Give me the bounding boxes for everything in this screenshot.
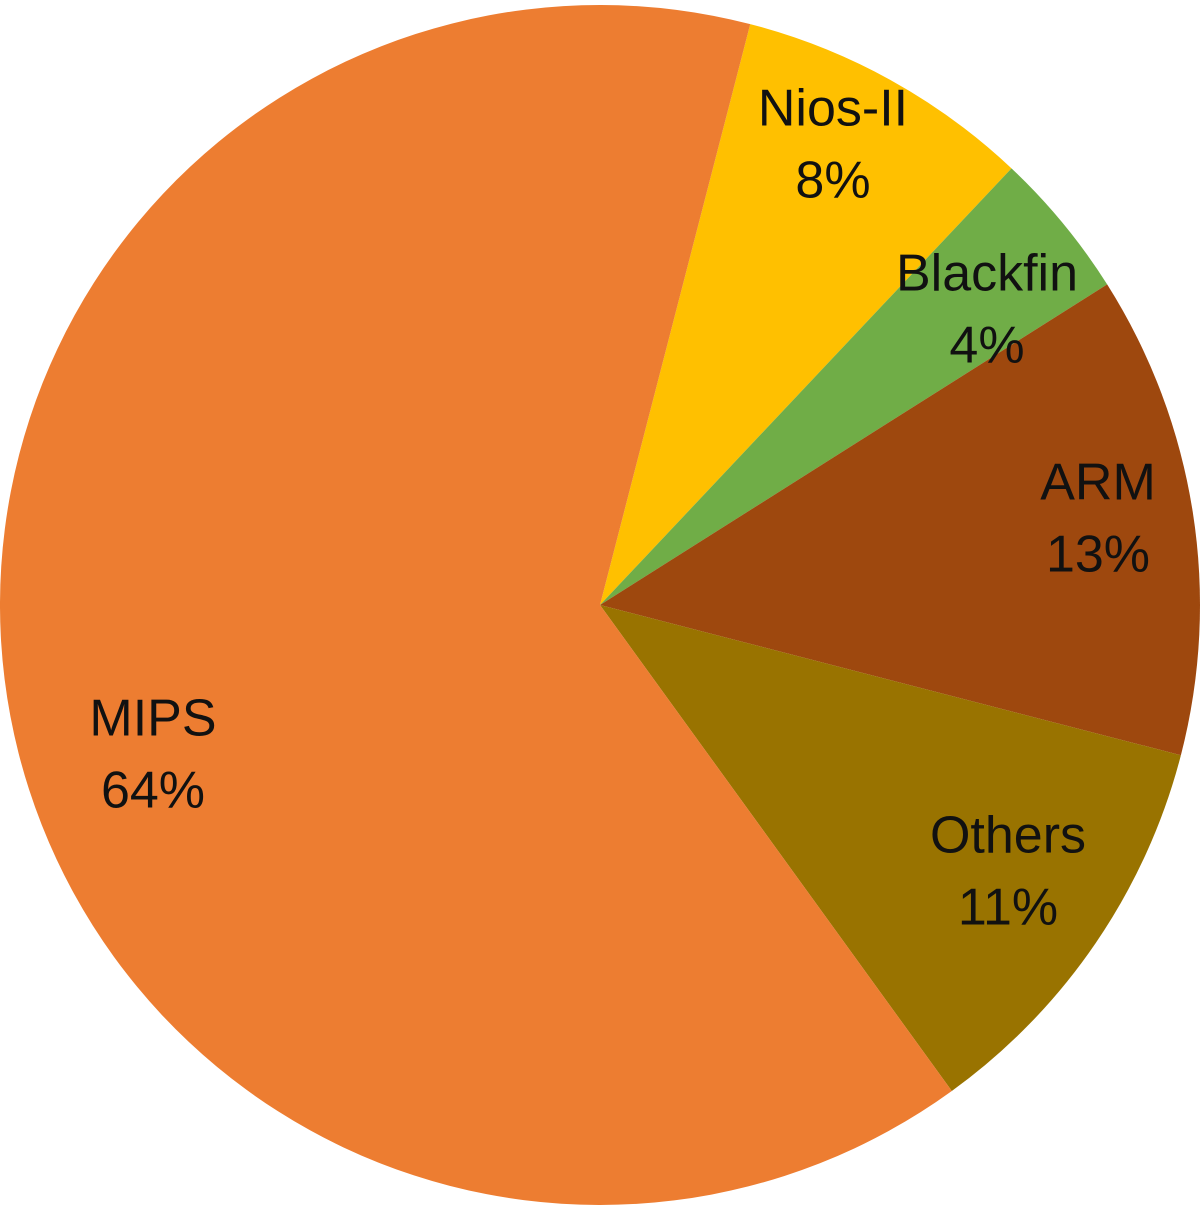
pie-labels: Nios-II 8% Blackfin 4% ARM 13% Others 11% MIPS 64… [89,80,1155,937]
pie-slice-arm [600,284,1201,756]
pie-label-percent-mips: 64% [101,762,205,820]
pie-label-percent-nios-ii: 8% [795,152,870,210]
pie-label-percent-arm: 13% [1046,526,1150,584]
pie-slice-others [600,605,1181,1092]
pie-label-name-arm: ARM [1040,454,1156,512]
pie-label-percent-others: 11% [958,879,1058,937]
pie-slice-mips [0,5,952,1205]
pie-slice-nios-ii [600,24,1012,606]
pie-slice-blackfin [600,168,1108,605]
pie-label-percent-blackfin: 4% [949,317,1024,375]
pie-label-name-mips: MIPS [89,690,216,748]
pie-label-name-blackfin: Blackfin [896,245,1078,303]
pie-slices [0,5,1201,1205]
pie-label-name-nios-ii: Nios-II [758,80,908,138]
pie-label-name-others: Others [930,807,1086,865]
